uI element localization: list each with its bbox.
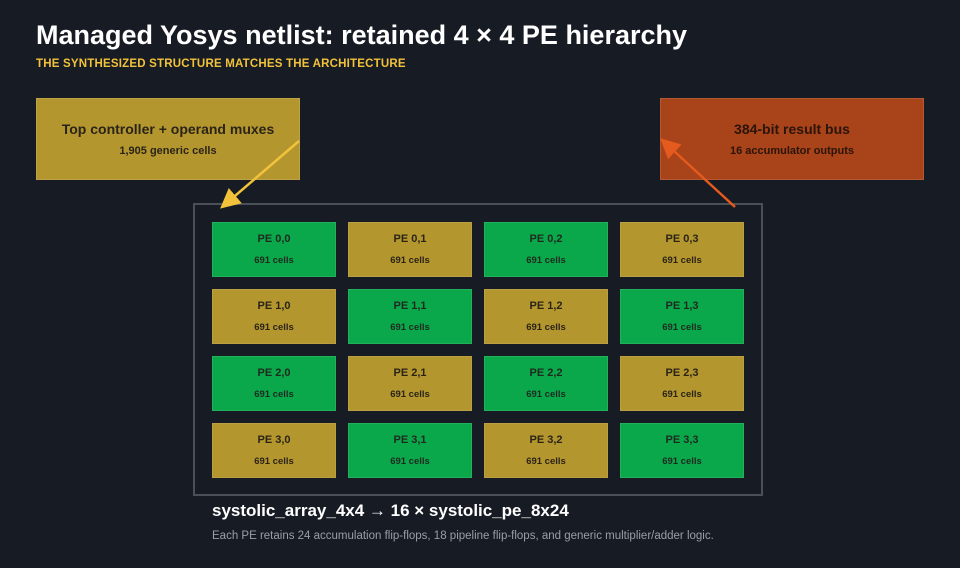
pe-cell-count: 691 cells (526, 389, 566, 400)
pe-block: PE 0,3 691 cells (620, 222, 744, 277)
pe-cell-count: 691 cells (390, 322, 430, 333)
pe-cell-count: 691 cells (662, 389, 702, 400)
pe-block: PE 0,0 691 cells (212, 222, 336, 277)
pe-name: PE 2,3 (665, 367, 699, 379)
pe-name: PE 1,1 (393, 300, 427, 312)
pe-block: PE 2,1 691 cells (348, 356, 472, 411)
page-title: Managed Yosys netlist: retained 4 × 4 PE… (36, 20, 688, 50)
pe-name: PE 2,1 (393, 367, 427, 379)
pe-name: PE 0,2 (529, 233, 563, 245)
pe-block: PE 3,2 691 cells (484, 423, 608, 478)
pe-name: PE 3,2 (529, 434, 563, 446)
pe-block: PE 1,0 691 cells (212, 289, 336, 344)
pe-cell-count: 691 cells (254, 389, 294, 400)
pe-cell-count: 691 cells (662, 255, 702, 266)
pe-name: PE 0,1 (393, 233, 427, 245)
pe-name: PE 1,2 (529, 300, 563, 312)
pe-name: PE 3,1 (393, 434, 427, 446)
page-subtitle: THE SYNTHESIZED STRUCTURE MATCHES THE AR… (36, 58, 406, 70)
pe-block: PE 2,3 691 cells (620, 356, 744, 411)
pe-block: PE 2,0 691 cells (212, 356, 336, 411)
pe-name: PE 2,0 (257, 367, 291, 379)
pe-cell-count: 691 cells (390, 255, 430, 266)
pe-block: PE 1,2 691 cells (484, 289, 608, 344)
pe-cell-count: 691 cells (526, 456, 566, 467)
pe-name: PE 0,3 (665, 233, 699, 245)
controller-detail: 1,905 generic cells (119, 145, 217, 157)
pe-block: PE 1,3 691 cells (620, 289, 744, 344)
controller-title: Top controller + operand muxes (61, 121, 275, 137)
pe-name: PE 0,0 (257, 233, 291, 245)
pe-block: PE 0,1 691 cells (348, 222, 472, 277)
array-label: systolic_array_4x4 → 16 × systolic_pe_8x… (212, 501, 569, 520)
pe-name: PE 2,2 (529, 367, 563, 379)
pe-cell-count: 691 cells (254, 456, 294, 467)
pe-cell-count: 691 cells (390, 389, 430, 400)
pe-block: PE 3,1 691 cells (348, 423, 472, 478)
result-bus-block: 384-bit result bus 16 accumulator output… (660, 98, 924, 180)
pe-block: PE 1,1 691 cells (348, 289, 472, 344)
result-bus-title: 384-bit result bus (734, 121, 850, 137)
pe-name: PE 1,0 (257, 300, 291, 312)
result-bus-detail: 16 accumulator outputs (729, 145, 855, 157)
pe-cell-count: 691 cells (526, 322, 566, 333)
pe-cell-count: 691 cells (662, 322, 702, 333)
controller-block: Top controller + operand muxes 1,905 gen… (36, 98, 300, 180)
pe-block: PE 0,2 691 cells (484, 222, 608, 277)
pe-name: PE 1,3 (665, 300, 699, 312)
pe-name: PE 3,3 (665, 434, 699, 446)
pe-name: PE 3,0 (257, 434, 291, 446)
pe-block: PE 3,3 691 cells (620, 423, 744, 478)
pe-cell-count: 691 cells (526, 255, 566, 266)
array-note: Each PE retains 24 accumulation flip-flo… (212, 530, 714, 542)
systolic-array-frame (193, 203, 763, 496)
pe-cell-count: 691 cells (662, 456, 702, 467)
pe-block: PE 3,0 691 cells (212, 423, 336, 478)
pe-block: PE 2,2 691 cells (484, 356, 608, 411)
pe-cell-count: 691 cells (254, 255, 294, 266)
pe-cell-count: 691 cells (254, 322, 294, 333)
pe-cell-count: 691 cells (390, 456, 430, 467)
